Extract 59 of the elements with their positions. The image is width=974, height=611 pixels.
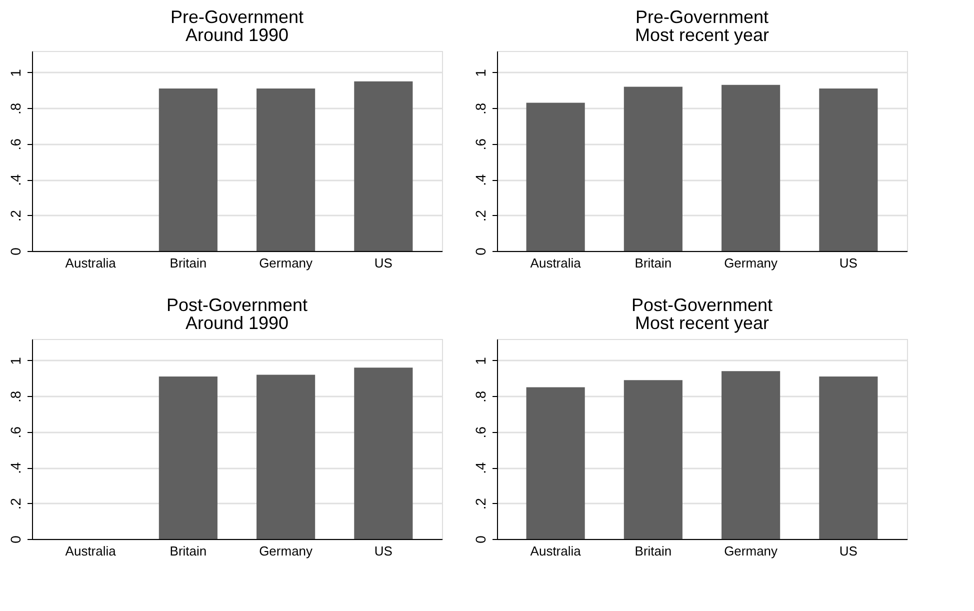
- y-tick-label: .4: [8, 462, 24, 474]
- x-tick-label: US: [839, 544, 858, 558]
- x-tick-label: Australia: [530, 256, 582, 270]
- y-tick-label: .8: [8, 390, 24, 402]
- bar: [354, 368, 413, 539]
- chart-subtitle: Around 1990: [185, 25, 289, 45]
- y-tick-label: 0: [8, 535, 24, 544]
- bar: [256, 374, 316, 539]
- x-tick-label: US: [374, 544, 393, 558]
- y-tick-label: 0: [8, 247, 24, 256]
- bar: [526, 387, 585, 539]
- y-tick-label: .2: [472, 498, 488, 510]
- y-tick-label: 0: [472, 247, 488, 256]
- bar: [722, 84, 780, 251]
- x-tick-label: Britain: [634, 256, 672, 270]
- x-tick-label: Australia: [530, 544, 582, 558]
- y-tick-label: .8: [8, 102, 24, 114]
- bar: [819, 88, 878, 251]
- y-tick-label: 1: [472, 356, 488, 365]
- x-tick-label: US: [839, 256, 858, 270]
- y-tick-label: 1: [8, 356, 24, 365]
- y-tick-label: .6: [8, 426, 24, 438]
- bar: [819, 376, 878, 539]
- chart-title: Post-Government: [166, 295, 308, 315]
- y-tick-label: .2: [8, 210, 24, 222]
- y-tick-label: .8: [472, 102, 488, 114]
- y-tick-label: 1: [472, 68, 488, 77]
- y-tick-label: .6: [472, 138, 488, 150]
- y-tick-label: .8: [472, 390, 488, 402]
- x-tick-label: US: [374, 256, 393, 270]
- x-tick-label: Australia: [65, 256, 117, 270]
- x-tick-label: Britain: [170, 256, 207, 270]
- chart-title: Post-Government: [631, 295, 773, 315]
- x-tick-label: Britain: [170, 544, 207, 558]
- x-tick-label: Britain: [634, 544, 672, 558]
- y-tick-label: 0: [472, 535, 488, 544]
- x-tick-label: Germany: [259, 544, 314, 558]
- bar: [722, 371, 780, 539]
- bar: [624, 380, 682, 539]
- y-tick-label: .4: [472, 174, 488, 186]
- chart-subtitle: Around 1990: [185, 313, 289, 333]
- x-tick-label: Germany: [259, 256, 314, 270]
- x-tick-label: Australia: [65, 544, 117, 558]
- chart-title: Pre-Government: [635, 7, 769, 27]
- chart-subtitle: Most recent year: [634, 313, 770, 333]
- bar: [624, 86, 682, 251]
- x-tick-label: Germany: [724, 544, 778, 558]
- y-tick-label: .6: [472, 426, 488, 438]
- bar: [158, 376, 218, 539]
- y-tick-label: .2: [472, 210, 488, 222]
- chart-subtitle: Most recent year: [634, 25, 770, 45]
- y-tick-label: .4: [8, 174, 24, 186]
- y-tick-label: .4: [472, 462, 488, 474]
- chart-title: Pre-Government: [170, 7, 304, 27]
- x-tick-label: Germany: [724, 256, 778, 270]
- y-tick-label: 1: [8, 68, 24, 77]
- bar: [526, 102, 585, 251]
- y-tick-label: .2: [8, 498, 24, 510]
- y-tick-label: .6: [8, 138, 24, 150]
